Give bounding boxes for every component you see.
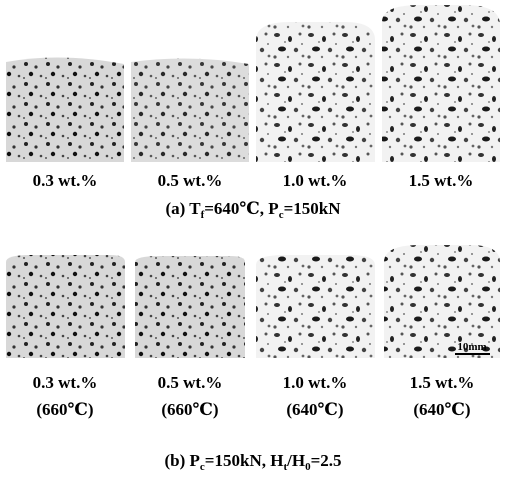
sample-photo xyxy=(6,255,125,358)
sample-photo xyxy=(135,256,245,358)
sample-temperature: (660℃) xyxy=(161,400,218,419)
sample-photo xyxy=(382,5,500,162)
caption-text: =2.5 xyxy=(311,451,342,470)
sample-label: 1.5 wt.% xyxy=(409,171,474,190)
sample-label: 0.3 wt.% xyxy=(33,373,98,392)
caption-text: /H xyxy=(286,451,305,470)
figure: 10mm 0.3 wt.% 0.5 wt.% 1.0 wt.% 1.5 wt.% (a)… xyxy=(0,0,506,487)
panel-caption: (b) Pc=150kN, Ht/H0=2.5 xyxy=(164,451,341,473)
panel-caption: (a) Tf=640℃, Pc=150kN xyxy=(165,199,341,221)
sample-temperature: (640℃) xyxy=(286,400,343,419)
sample-photo xyxy=(256,255,375,358)
sample-photo xyxy=(256,22,375,162)
sample-photo xyxy=(131,58,249,162)
sample-temperature: (660℃) xyxy=(36,400,93,419)
caption-text: =150kN xyxy=(284,199,342,218)
sample-label: 1.0 wt.% xyxy=(283,171,348,190)
caption-text: =150kN, H xyxy=(205,451,284,470)
caption-text: (b) P xyxy=(164,451,199,470)
caption-text: (a) T xyxy=(165,199,201,218)
caption-text: =640℃, P xyxy=(204,199,278,218)
sample-label: 0.5 wt.% xyxy=(158,373,223,392)
sample-label: 1.5 wt.% xyxy=(410,373,475,392)
sample-temperature: (640℃) xyxy=(413,400,470,419)
sample-label: 0.5 wt.% xyxy=(158,171,223,190)
sample-label: 1.0 wt.% xyxy=(283,373,348,392)
scale-bar-label: 10mm xyxy=(457,341,486,353)
sample-label: 0.3 wt.% xyxy=(33,171,98,190)
sample-photo xyxy=(6,57,124,162)
